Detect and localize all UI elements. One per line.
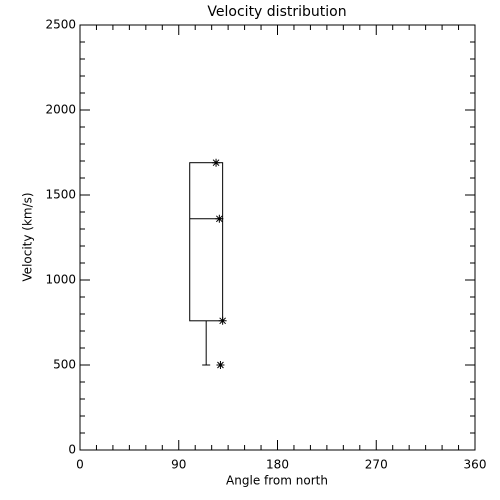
y-tick-label: 1000	[45, 273, 76, 287]
x-tick-label: 90	[171, 458, 186, 472]
plot-frame	[79, 24, 476, 451]
x-tick-label: 180	[266, 458, 289, 472]
y-tick-label: 0	[68, 443, 76, 457]
point	[212, 158, 221, 167]
y-tick-label: 2000	[45, 103, 76, 117]
x-tick-label: 360	[464, 458, 487, 472]
y-axis-label: Velocity (km/s)	[21, 192, 35, 281]
chart-title: Velocity distribution	[207, 4, 346, 20]
y-tick-label: 500	[53, 358, 76, 372]
y-tick-label: 2500	[45, 18, 76, 32]
point	[215, 214, 224, 223]
point	[216, 361, 225, 369]
x-tick-label: 270	[365, 458, 388, 472]
point	[218, 316, 227, 325]
box	[189, 162, 224, 322]
x-axis-label: Angle from north	[226, 474, 328, 488]
y-tick-label: 1500	[45, 188, 76, 202]
x-tick-label: 0	[76, 458, 84, 472]
